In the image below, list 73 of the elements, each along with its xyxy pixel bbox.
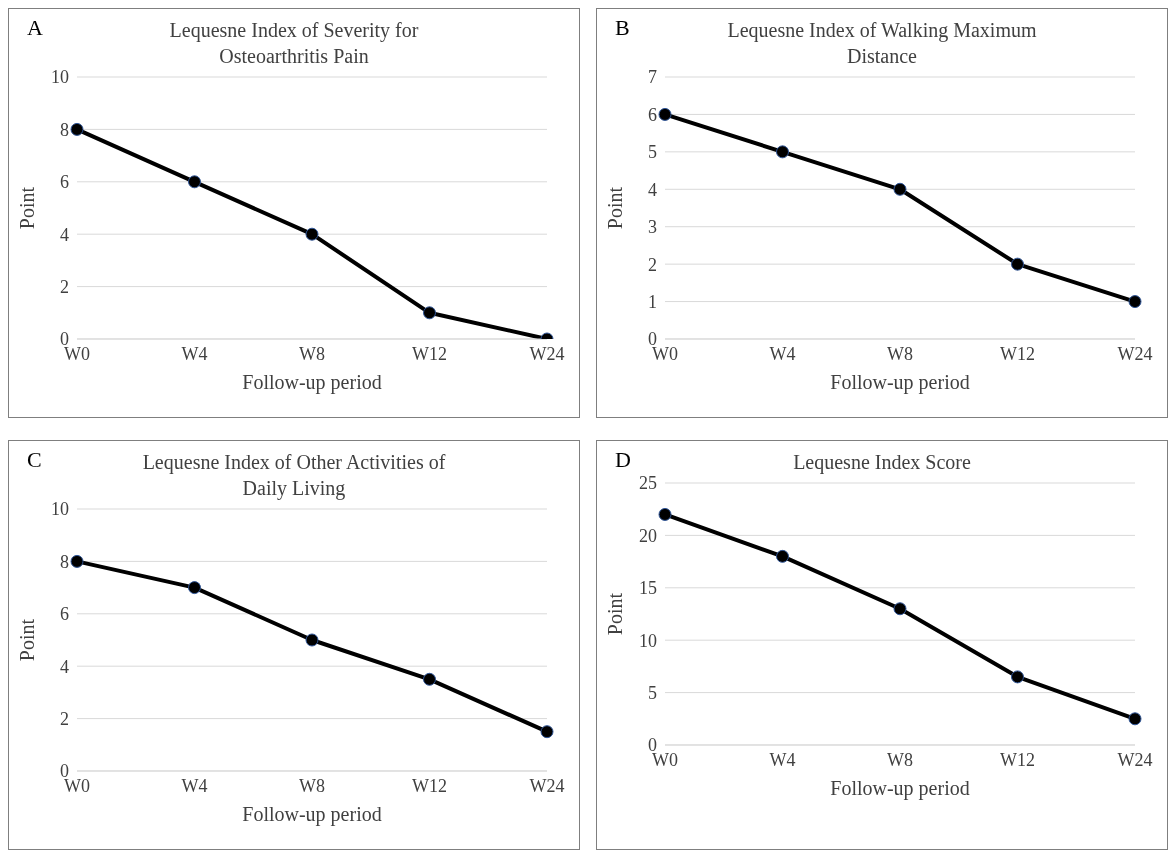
- point: [776, 145, 789, 159]
- y-tick-label: 4: [648, 179, 657, 200]
- x-tick-label: W8: [887, 343, 913, 364]
- chart-title: Lequesne Index of Severity for Osteoarthritis Pain: [168, 18, 420, 69]
- y-tick-label: 3: [648, 217, 657, 238]
- y-axis-title: Point: [604, 186, 627, 230]
- point: [423, 672, 436, 686]
- x-tick-label: W8: [299, 343, 325, 364]
- y-tick-label: 7: [648, 67, 657, 88]
- x-tick-label: W12: [412, 775, 447, 796]
- point: [658, 107, 672, 121]
- text: A: [27, 15, 43, 41]
- x-tick-label: W24: [1117, 343, 1153, 364]
- x-tick-label: W12: [1000, 749, 1035, 770]
- point: [1011, 257, 1024, 271]
- point: [1128, 712, 1142, 726]
- x-tick-label: W12: [1000, 343, 1035, 364]
- point: [70, 554, 84, 568]
- x-tick-label: W4: [769, 749, 796, 770]
- y-tick-label: 6: [60, 604, 69, 625]
- text: B: [615, 15, 630, 41]
- point: [1128, 295, 1142, 309]
- y-tick-label: 10: [51, 499, 69, 520]
- y-tick-label: 15: [639, 578, 657, 599]
- chart-title: Lequesne Index of Other Activities of Daily Living: [141, 450, 447, 501]
- x-tick-label: W24: [1117, 749, 1153, 770]
- y-tick-label: 6: [648, 104, 657, 125]
- y-tick-label: 5: [648, 142, 657, 163]
- y-tick-label: 4: [60, 224, 69, 245]
- y-tick-label: 2: [60, 708, 69, 729]
- y-tick-label: 25: [639, 473, 657, 494]
- x-tick-label: W8: [299, 775, 325, 796]
- point: [893, 182, 907, 196]
- point: [305, 227, 319, 241]
- point: [188, 581, 201, 595]
- point: [540, 725, 554, 739]
- point: [70, 122, 84, 136]
- text: D: [615, 447, 631, 473]
- x-tick-label: W4: [181, 775, 208, 796]
- point: [658, 507, 672, 521]
- x-axis-title: Follow-up period: [242, 371, 382, 394]
- y-tick-label: 4: [60, 656, 69, 677]
- chart-title: Lequesne Index Score: [792, 450, 972, 475]
- point: [893, 602, 907, 616]
- y-axis-title: Point: [604, 592, 627, 636]
- y-axis-title: Point: [16, 618, 39, 662]
- y-tick-label: 8: [60, 119, 69, 140]
- y-tick-label: 2: [60, 276, 69, 297]
- point: [423, 306, 436, 320]
- point: [305, 633, 319, 647]
- y-tick-label: 1: [648, 291, 657, 312]
- x-tick-label: W4: [181, 343, 208, 364]
- point: [188, 175, 201, 189]
- y-tick-label: 10: [51, 67, 69, 88]
- point: [1011, 670, 1024, 684]
- text: C: [27, 447, 42, 473]
- chart-title: Lequesne Index of Walking Maximum Distance: [726, 18, 1038, 69]
- y-tick-label: 8: [60, 551, 69, 572]
- point: [776, 549, 789, 563]
- x-axis-title: Follow-up period: [830, 777, 970, 800]
- x-axis-title: Follow-up period: [830, 371, 970, 394]
- y-tick-label: 6: [60, 172, 69, 193]
- x-tick-label: W4: [769, 343, 796, 364]
- x-tick-label: W12: [412, 343, 447, 364]
- y-axis-title: Point: [16, 186, 39, 230]
- x-tick-label: W24: [529, 343, 565, 364]
- x-tick-label: W8: [887, 749, 913, 770]
- y-tick-label: 2: [648, 254, 657, 275]
- y-tick-label: 5: [648, 682, 657, 703]
- x-axis-title: Follow-up period: [242, 803, 382, 826]
- y-tick-label: 10: [639, 630, 657, 651]
- x-tick-label: W24: [529, 775, 565, 796]
- y-tick-label: 20: [639, 525, 657, 546]
